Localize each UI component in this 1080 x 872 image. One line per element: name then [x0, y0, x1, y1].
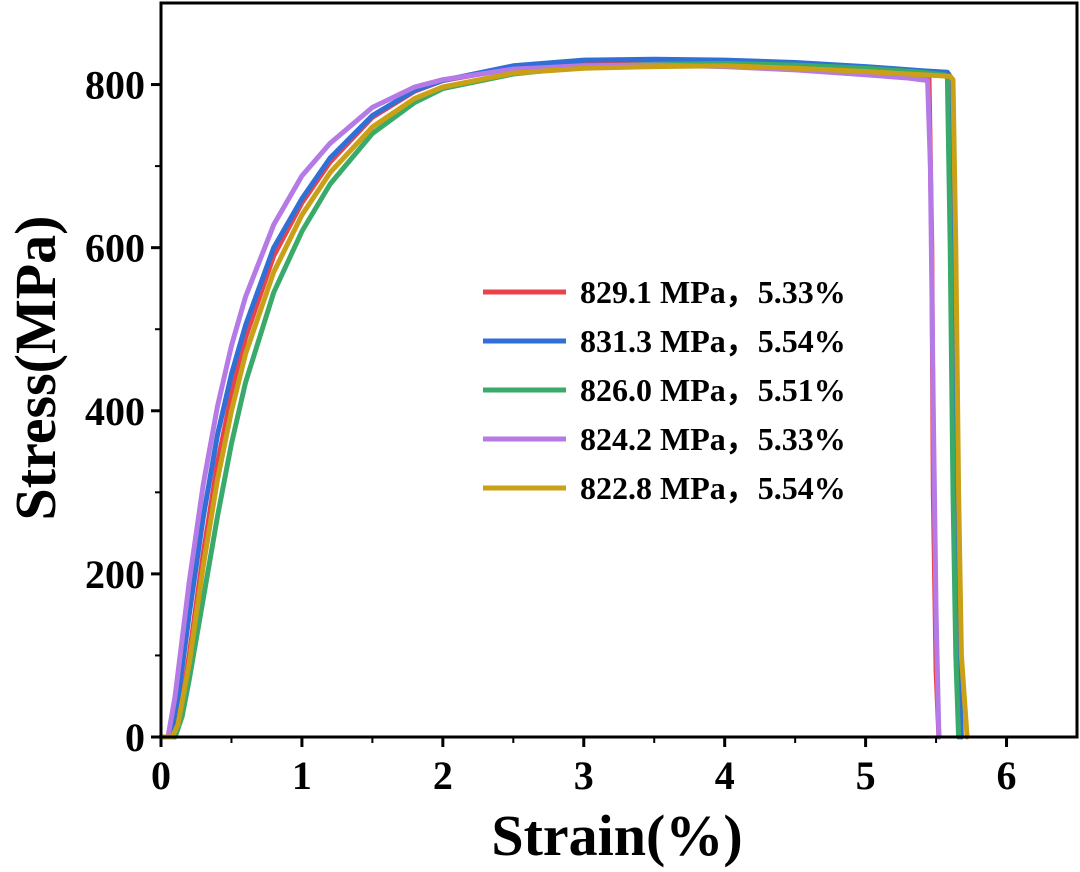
x-tick-label: 0	[151, 753, 171, 798]
y-tick-label: 0	[125, 715, 145, 760]
y-tick-label: 600	[85, 226, 145, 271]
x-tick-label: 1	[292, 753, 312, 798]
y-tick-label: 200	[85, 552, 145, 597]
series-line-5	[158, 63, 970, 740]
plot-frame	[159, 1, 1079, 739]
y-tick-label: 400	[85, 389, 145, 434]
legend-label-3: 826.0 MPa，5.51%	[580, 372, 846, 408]
x-tick-label: 3	[574, 753, 594, 798]
x-tick-label: 2	[433, 753, 453, 798]
legend-label-1: 829.1 MPa，5.33%	[580, 274, 846, 310]
legend-label-2: 831.3 MPa，5.54%	[580, 323, 846, 359]
x-tick-label: 6	[997, 753, 1017, 798]
x-tick-label: 5	[856, 753, 876, 798]
legend-label-5: 822.8 MPa，5.54%	[580, 470, 846, 506]
legend-label-4: 824.2 MPa，5.33%	[580, 421, 846, 457]
x-axis-title: Strain(%)	[491, 803, 742, 868]
y-tick-label: 800	[85, 63, 145, 108]
y-axis-title: Stress(MPa)	[3, 216, 68, 521]
x-tick-label: 4	[715, 753, 735, 798]
series-line-4	[158, 62, 942, 740]
